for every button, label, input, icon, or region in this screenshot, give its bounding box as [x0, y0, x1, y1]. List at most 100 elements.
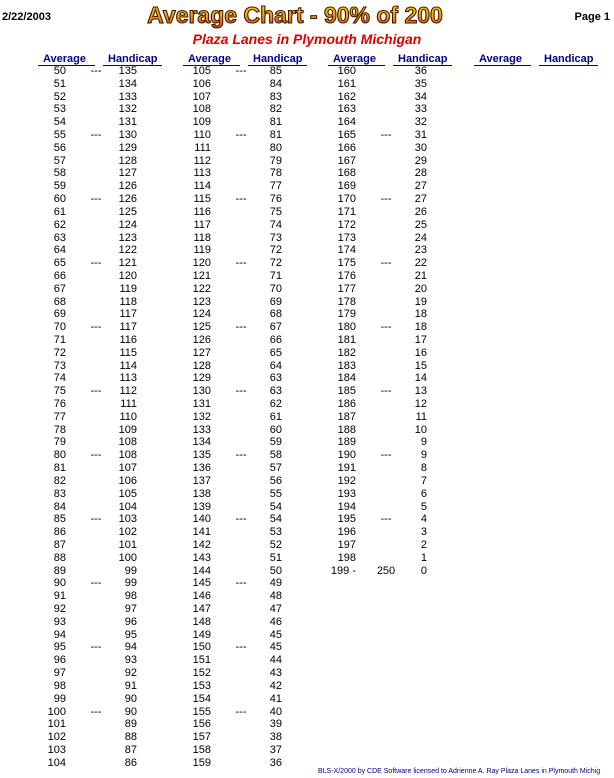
- handicap: 77: [269, 180, 282, 193]
- handicap: 89: [124, 718, 137, 731]
- average: 172: [337, 218, 356, 231]
- header-average: Average: [479, 53, 523, 65]
- average: 129: [192, 372, 211, 385]
- handicap: 31: [414, 129, 427, 142]
- handicap: 52: [269, 538, 282, 551]
- average: 156: [192, 718, 211, 731]
- marker: ---: [90, 193, 102, 206]
- handicap: 82: [269, 103, 282, 116]
- header-underline: [393, 65, 452, 66]
- average: 174: [337, 244, 356, 257]
- average: 85: [53, 513, 66, 526]
- average: 87: [53, 538, 66, 551]
- handicap: 51: [269, 551, 282, 564]
- average: 105: [192, 65, 211, 77]
- handicap: 38: [269, 731, 282, 744]
- average: 53: [53, 103, 66, 116]
- handicap: 1: [420, 551, 427, 564]
- handicap: 108: [118, 436, 137, 449]
- marker: ---: [235, 129, 247, 142]
- handicap: 17: [414, 334, 427, 346]
- header-underline: [38, 65, 95, 66]
- handicap: 46: [269, 615, 282, 628]
- title-graphic: Average Chart - 90% of 200: [147, 1, 444, 28]
- header-average: Average: [43, 53, 87, 65]
- handicap: 92: [124, 667, 137, 680]
- header-average: Average: [188, 53, 232, 65]
- handicap: 105: [118, 487, 137, 500]
- handicap: 37: [269, 743, 282, 756]
- handicap: 112: [119, 385, 137, 398]
- average: 75: [53, 385, 66, 398]
- average: 103: [47, 743, 66, 756]
- average: 139: [192, 500, 211, 513]
- average: 77: [53, 410, 66, 423]
- average: 152: [192, 667, 211, 680]
- average: 122: [192, 282, 211, 295]
- marker: ---: [235, 257, 247, 270]
- average: 110: [193, 129, 211, 142]
- average: 121: [192, 269, 211, 282]
- handicap: 130: [118, 129, 137, 142]
- average: 92: [53, 603, 66, 616]
- handicap: 116: [119, 334, 137, 346]
- average: 61: [53, 205, 66, 218]
- average: 191: [337, 462, 356, 475]
- average: 148: [192, 615, 211, 628]
- handicap: 69: [269, 295, 282, 308]
- handicap: 126: [118, 193, 137, 206]
- handicap: 83: [269, 90, 282, 103]
- marker: ---: [380, 513, 392, 526]
- handicap: 7: [420, 474, 427, 487]
- average: 190: [337, 449, 356, 462]
- handicap: 79: [269, 154, 282, 167]
- average: 130: [192, 385, 211, 398]
- handicap: 5: [420, 500, 427, 513]
- handicap: 120: [118, 269, 137, 282]
- header-underline: [248, 65, 307, 66]
- marker: ---: [235, 193, 247, 206]
- marker: ---: [380, 321, 392, 334]
- handicap: 6: [420, 487, 427, 500]
- handicap: 59: [269, 436, 282, 449]
- handicap: 91: [124, 679, 137, 692]
- header-underline: [328, 65, 385, 66]
- average: 116: [193, 205, 211, 218]
- average: 98: [53, 679, 66, 692]
- marker: ---: [380, 385, 392, 398]
- average: 136: [192, 462, 211, 475]
- average: 170: [337, 193, 356, 206]
- handicap: 9: [420, 449, 427, 462]
- handicap: 99: [124, 564, 137, 577]
- average: 84: [53, 500, 66, 513]
- average: 126: [192, 334, 211, 346]
- average: 157: [192, 731, 211, 744]
- average: 146: [192, 590, 211, 603]
- average: 180: [337, 321, 356, 334]
- average: 143: [192, 551, 211, 564]
- marker: ---: [380, 449, 392, 462]
- average: 94: [53, 628, 66, 641]
- handicap: 93: [124, 654, 137, 667]
- header-underline: [474, 65, 531, 66]
- handicap: 81: [269, 129, 282, 142]
- handicap: 78: [269, 167, 282, 180]
- average: 76: [53, 398, 66, 411]
- handicap: 35: [414, 77, 427, 90]
- handicap: 0: [420, 564, 427, 577]
- handicap: 71: [269, 269, 282, 282]
- handicap: 131: [118, 116, 137, 129]
- average: 189: [337, 436, 356, 449]
- handicap: 48: [269, 590, 282, 603]
- average: 86: [53, 526, 66, 539]
- handicap: 102: [118, 526, 137, 539]
- handicap: 124: [118, 218, 137, 231]
- average: 91: [53, 590, 66, 603]
- handicap: 118: [119, 295, 137, 308]
- handicap: 65: [269, 346, 282, 359]
- average: 187: [337, 410, 356, 423]
- handicap: 53: [269, 526, 282, 539]
- handicap: 125: [118, 205, 137, 218]
- handicap: 45: [269, 628, 282, 641]
